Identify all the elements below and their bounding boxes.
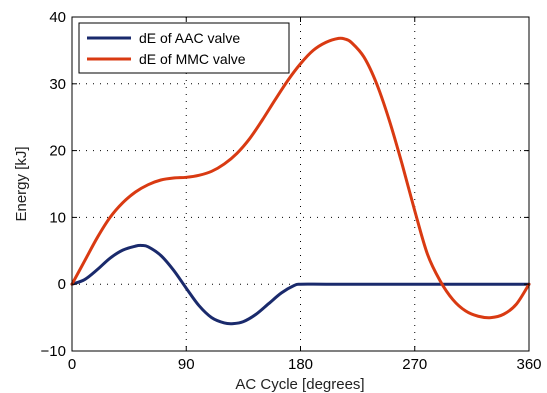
x-tick-label: 90 <box>178 356 195 373</box>
series-lines <box>70 36 531 326</box>
y-tick-label: −10 <box>41 343 66 360</box>
series-line-mmc <box>70 36 531 320</box>
legend: dE of AAC valve dE of MMC valve <box>78 22 290 74</box>
x-tick-label: 0 <box>68 356 76 373</box>
x-axis-label: AC Cycle [degrees] <box>235 376 364 393</box>
legend-label: dE of MMC valve <box>139 51 246 67</box>
legend-box <box>78 22 290 74</box>
x-tick-label: 360 <box>516 356 541 373</box>
y-tick-label: 10 <box>49 209 66 226</box>
y-tick-label: 20 <box>49 143 66 160</box>
x-tick-label: 270 <box>402 356 427 373</box>
x-tick-label: 180 <box>288 356 313 373</box>
y-tick-label: 30 <box>49 76 66 93</box>
y-axis-label: Energy [kJ] <box>13 146 30 221</box>
legend-label: dE of AAC valve <box>139 30 240 46</box>
y-tick-label: 40 <box>49 9 66 26</box>
series-line-aac <box>70 243 531 326</box>
y-tick-label: 0 <box>58 276 66 293</box>
